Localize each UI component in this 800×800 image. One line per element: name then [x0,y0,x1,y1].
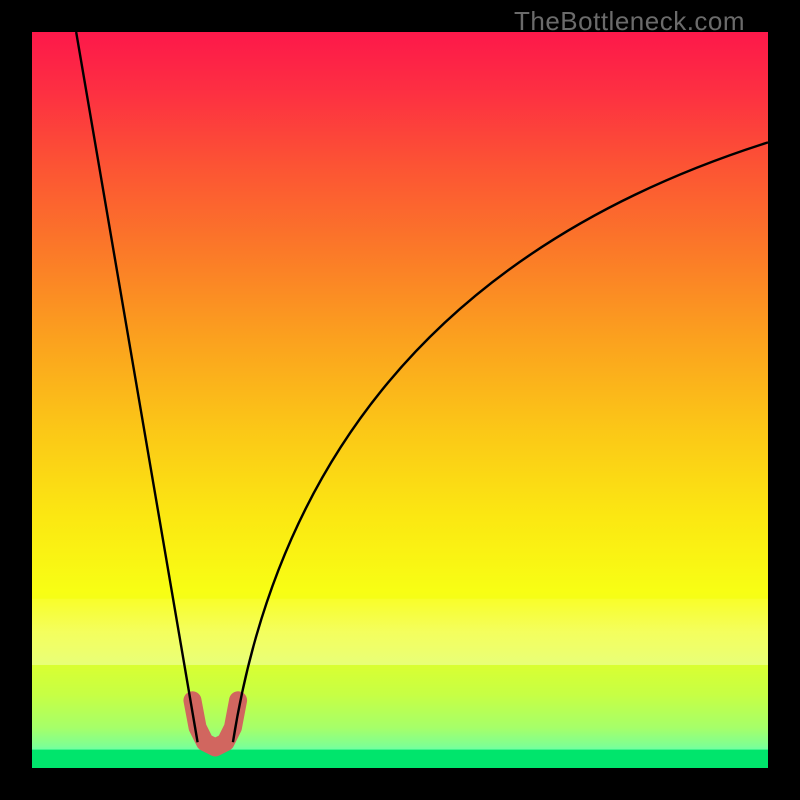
curve-left [76,32,197,742]
plot-area [32,32,768,768]
chart-container: TheBottleneck.com [0,0,800,800]
curve-right [233,142,768,742]
curves-svg [32,32,768,768]
cusp-marker [192,700,238,747]
watermark-text: TheBottleneck.com [514,6,745,37]
